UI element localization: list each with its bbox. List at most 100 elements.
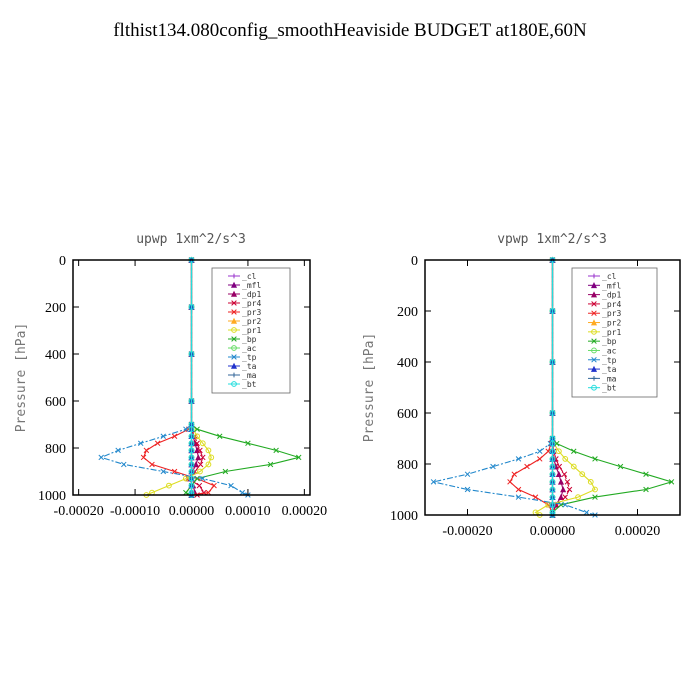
data-point [197, 461, 204, 468]
data-point [515, 486, 522, 493]
legend-entry: _pr4 [242, 299, 261, 308]
legend-entry: _ac [602, 346, 617, 355]
legend-marker [231, 381, 237, 387]
data-point [524, 463, 530, 470]
legend-entry: _pr2 [242, 317, 261, 326]
legend-marker [231, 345, 237, 351]
data-point [121, 461, 127, 468]
x-tick-label: 0.00000 [169, 504, 215, 519]
series-line [433, 260, 596, 516]
data-point [549, 448, 556, 455]
legend-entry: _ma [242, 371, 257, 380]
legend: _cl_mfl_dp1_pr4_pr3_pr2_pr1_bp_ac_tp_ta_… [211, 267, 291, 394]
data-point [549, 463, 556, 470]
plot-frame [72, 259, 311, 496]
legend-entry: _ma [602, 374, 617, 383]
data-point [643, 471, 649, 477]
data-point [140, 454, 147, 461]
series-pr3 [140, 257, 217, 498]
data-point [197, 447, 203, 454]
legend-entry: _ta [242, 362, 257, 371]
series-bt [549, 257, 556, 518]
data-point [560, 486, 567, 493]
data-point [515, 456, 522, 462]
data-point [216, 433, 223, 440]
y-tick-label: 1000 [38, 489, 66, 504]
legend-marker [230, 281, 238, 288]
data-point [211, 482, 217, 489]
x-tick-label: 0.00020 [282, 504, 328, 519]
data-point [464, 486, 471, 493]
legend-marker [591, 347, 597, 354]
x-tick-label: -0.00020 [54, 504, 104, 519]
data-point [205, 461, 212, 468]
y-tick-label: 1000 [390, 509, 418, 524]
data-point [115, 447, 121, 454]
data-point [549, 456, 556, 462]
data-point [195, 454, 202, 461]
data-point [143, 447, 150, 454]
data-point [583, 509, 590, 516]
data-point [545, 448, 552, 455]
data-point [587, 478, 594, 485]
legend-marker [231, 372, 237, 378]
data-point [188, 426, 195, 433]
legend-marker [231, 354, 237, 360]
legend-entry: _cl [242, 272, 257, 281]
data-point [188, 475, 195, 482]
data-point [208, 454, 215, 461]
data-point [194, 426, 200, 432]
series-pr1 [143, 257, 215, 498]
x-tick-label: 0.00020 [615, 524, 661, 539]
data-point [532, 494, 539, 500]
data-point [592, 486, 598, 493]
y-axis-label: Pressure [hPa] [362, 333, 377, 443]
legend-entry: _tp [602, 356, 617, 365]
legend-entry: _pr4 [602, 300, 621, 309]
data-point [549, 494, 556, 501]
data-point [200, 454, 206, 461]
legend-entry: _bt [242, 380, 257, 389]
y-tick-label: 200 [397, 305, 418, 320]
data-point [553, 440, 560, 447]
y-tick-label: 800 [45, 442, 66, 457]
chart-panel-2: vpwp 1xm^2/s^3 Pressure [hPa] 0 200 400 600 80… [362, 232, 681, 539]
legend-entry: _dp1 [242, 290, 261, 299]
data-point [188, 304, 195, 310]
data-point [515, 494, 522, 500]
data-point [267, 461, 274, 468]
legend-marker [591, 273, 597, 279]
data-point [570, 448, 577, 455]
y-axis-label: Pressure [hPa] [14, 323, 29, 433]
y-tick-label: 200 [45, 301, 66, 316]
chart-panel-1: upwp 1xm^2/s^3 Pressure [hPa] 0 200 400 600 80… [14, 232, 327, 519]
x-tick-label: -0.00020 [442, 524, 492, 539]
data-point [562, 456, 569, 462]
data-point [592, 456, 598, 462]
legend-marker [591, 338, 597, 344]
legend-entry: _mfl [242, 281, 261, 290]
data-point [295, 454, 302, 461]
data-point [566, 486, 573, 493]
legend-entry: _pr1 [602, 328, 621, 337]
data-point [171, 433, 178, 440]
legend-marker [591, 375, 597, 381]
legend-entry: _ac [242, 344, 257, 353]
plot-frame [424, 259, 681, 516]
data-point [549, 501, 556, 508]
data-point [511, 471, 518, 477]
data-point [668, 479, 675, 485]
legend-marker [591, 301, 597, 307]
data-point [166, 482, 172, 489]
x-tick-label: -0.00010 [110, 504, 160, 519]
data-point [617, 463, 624, 470]
legend-entry: _cl [602, 272, 617, 281]
data-point [549, 440, 556, 447]
legend-marker [230, 317, 238, 324]
data-point [549, 308, 556, 314]
legend-entry: _tp [242, 353, 257, 362]
data-point [188, 482, 195, 489]
data-point [643, 486, 649, 493]
data-point [188, 433, 195, 440]
legend-entry: _mfl [602, 281, 621, 290]
